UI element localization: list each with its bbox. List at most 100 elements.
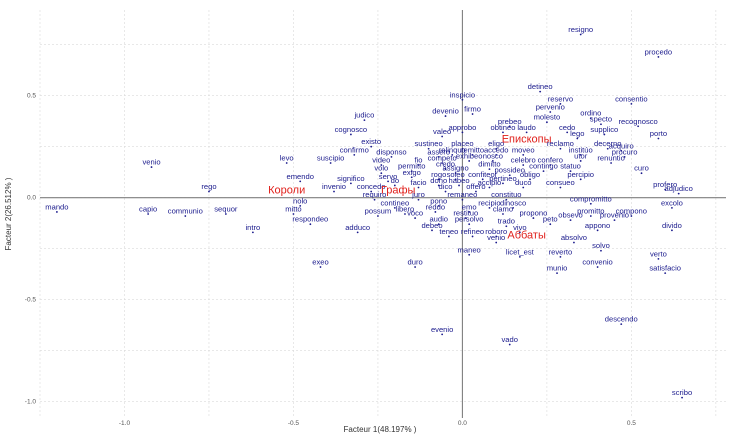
data-point: statuo <box>560 162 581 173</box>
point-label: pervenio <box>536 103 565 112</box>
point-label: possideo <box>495 166 525 175</box>
data-point: teneo <box>439 227 458 238</box>
point-marker <box>387 180 389 183</box>
data-point: pervenio <box>536 103 565 113</box>
point-label: restituo <box>453 209 478 218</box>
point-marker <box>447 235 450 238</box>
point-label: compono <box>616 207 647 216</box>
data-point: adduco <box>345 223 370 234</box>
point-label: constituo <box>491 190 521 199</box>
point-label: exhibeo <box>456 151 483 160</box>
point-label: voco <box>407 209 423 218</box>
data-point: capio <box>139 205 157 215</box>
point-label: reservo <box>548 94 573 103</box>
point-label: fio <box>414 156 422 165</box>
point-label: pono <box>430 196 447 205</box>
data-point: levo <box>280 154 294 164</box>
point-label: obligo <box>520 170 540 179</box>
data-point: duro <box>408 258 423 268</box>
data-point: roboro <box>485 227 507 238</box>
point-marker <box>549 223 552 226</box>
point-label: acquiro <box>609 141 634 150</box>
point-label: reverto <box>549 247 573 256</box>
point-marker <box>495 153 498 156</box>
point-marker <box>251 231 254 234</box>
y-tick-label: 0.0 <box>27 195 36 202</box>
point-label: invenio <box>322 182 346 191</box>
point-marker <box>285 162 288 164</box>
data-point: curo <box>634 164 649 175</box>
point-label: licet_est <box>506 247 535 256</box>
data-point: relinquo <box>439 145 466 156</box>
point-marker <box>630 102 633 105</box>
point-label: percipio <box>567 170 594 179</box>
data-point: procuro <box>612 147 637 158</box>
point-marker <box>417 198 420 201</box>
point-label: habeo <box>448 176 469 185</box>
point-label: roboro <box>485 227 507 236</box>
point-marker <box>522 164 525 166</box>
data-point: devenio <box>432 107 459 117</box>
point-label: appono <box>585 221 610 230</box>
point-label: rogo <box>431 170 446 179</box>
data-point: assigno <box>443 164 469 175</box>
point-label: duco <box>515 178 531 187</box>
data-point: institúo <box>569 145 593 156</box>
data-point: renuntio <box>597 154 625 164</box>
point-label: approbo <box>448 123 476 132</box>
point-marker <box>559 147 562 150</box>
point-label: assero <box>427 147 450 156</box>
point-marker <box>461 147 464 150</box>
data-point: emendo <box>286 172 314 183</box>
point-label: reddo <box>426 202 445 211</box>
point-label: recipio <box>478 198 500 207</box>
point-label: satisfacio <box>649 264 681 273</box>
data-point: excolo <box>661 198 683 209</box>
point-label: dinosco <box>500 198 526 207</box>
point-label: devenio <box>432 107 459 116</box>
point-marker <box>468 253 471 256</box>
point-marker <box>518 231 521 234</box>
point-marker <box>441 135 444 138</box>
data-point: propono <box>519 209 547 219</box>
point-label: cognosco <box>335 125 368 134</box>
data-point: voco <box>407 209 423 219</box>
point-label: permitto <box>398 162 425 171</box>
point-marker <box>502 182 504 185</box>
point-marker <box>292 213 295 215</box>
point-label: consueo <box>546 178 575 187</box>
point-marker <box>434 211 437 213</box>
point-label: propono <box>519 209 547 218</box>
point-marker <box>377 215 379 217</box>
point-label: convenio <box>582 258 612 267</box>
data-point: celebro <box>511 156 536 166</box>
point-label: peto <box>543 215 558 224</box>
data-point: recipio <box>478 198 501 209</box>
point-label: trado <box>498 217 515 226</box>
data-point: obtineo <box>491 123 515 134</box>
point-marker <box>630 215 633 217</box>
point-label: moveo <box>512 145 535 154</box>
point-marker <box>427 147 430 150</box>
point-marker <box>437 223 440 226</box>
data-point: disponso <box>376 147 407 158</box>
data-point: placeo <box>451 139 474 150</box>
data-point: habeo <box>448 176 470 187</box>
point-label: levo <box>280 154 294 163</box>
data-point: competo <box>428 154 457 164</box>
data-point: remitto <box>461 145 484 156</box>
data-point: dimitto <box>478 160 501 171</box>
data-point: supplico <box>590 125 618 136</box>
point-label: consentio <box>615 94 648 103</box>
point-label: profero <box>653 180 677 189</box>
data-point: libero <box>396 205 414 215</box>
point-marker <box>664 272 667 275</box>
point-label: mando <box>45 202 68 211</box>
data-point: procedo <box>645 47 672 58</box>
data-point: judico <box>353 111 374 122</box>
x-axis-title: Facteur 1(48.197% ) <box>344 425 417 434</box>
point-marker <box>55 211 58 213</box>
point-marker <box>671 229 673 232</box>
data-point: vado <box>501 335 518 346</box>
point-label: audio <box>429 215 448 224</box>
